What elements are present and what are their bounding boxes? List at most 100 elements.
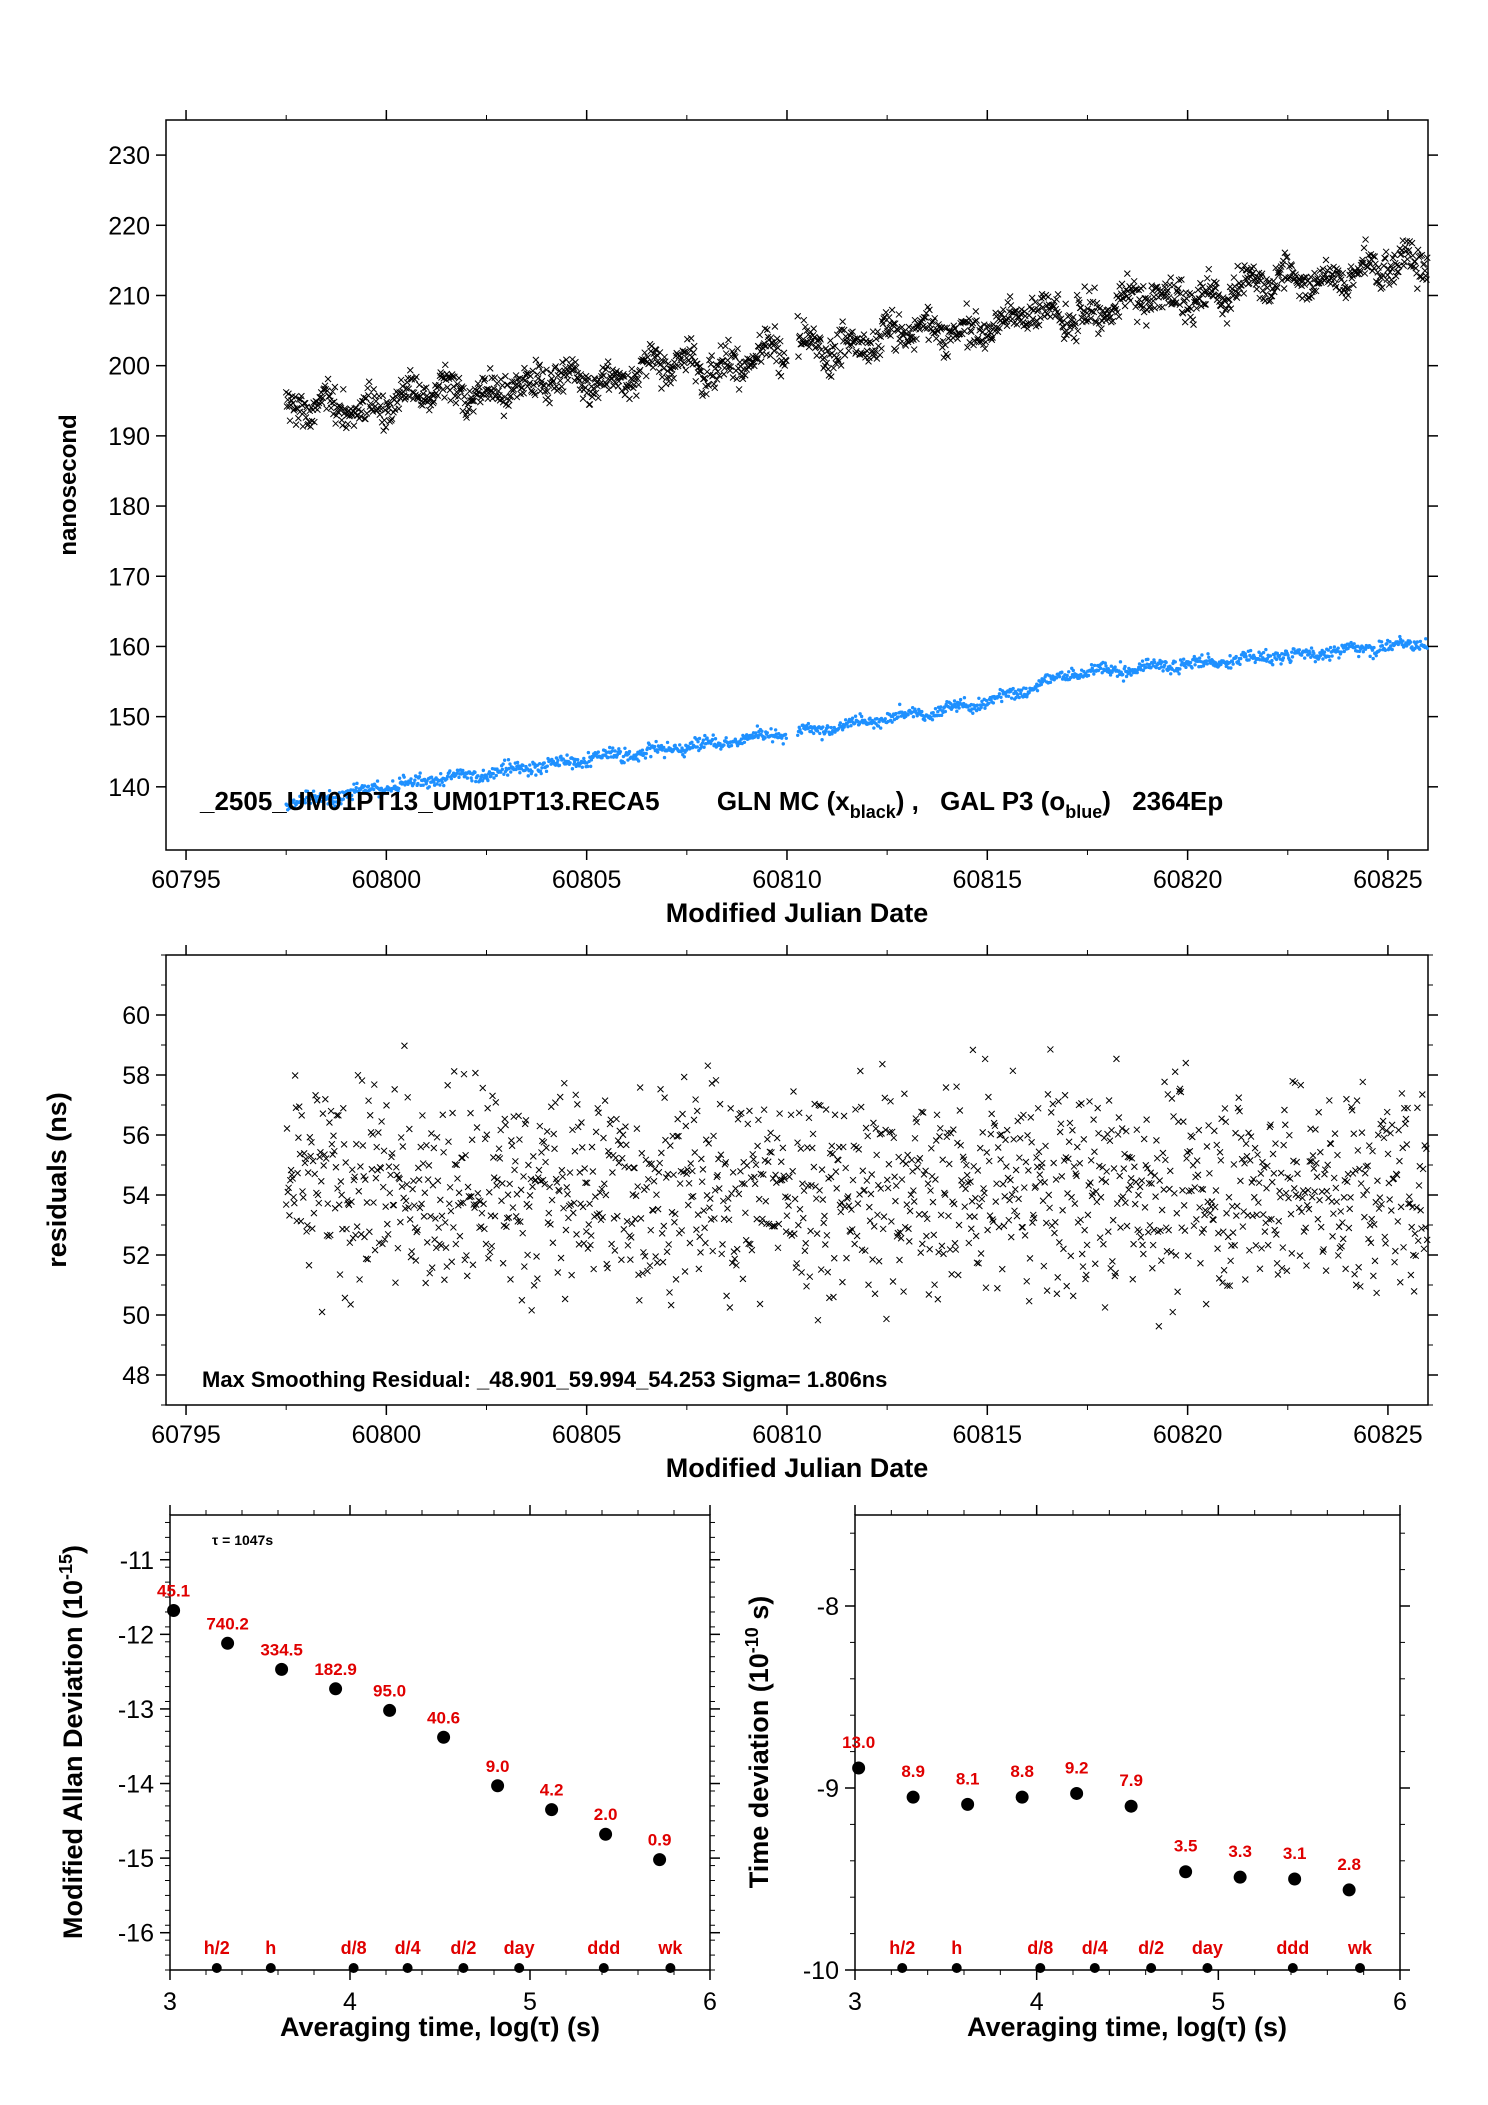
blue-point: [859, 714, 864, 719]
x-marker: [414, 392, 422, 400]
x-marker: [380, 427, 387, 434]
x-marker: [369, 1131, 376, 1138]
blue-point: [741, 733, 745, 738]
x-marker: [961, 327, 968, 335]
x-marker: [1114, 1131, 1122, 1138]
x-marker: [1054, 1273, 1062, 1281]
x-marker: [599, 1213, 606, 1221]
x-marker: [813, 1230, 821, 1237]
blue-point: [953, 702, 957, 707]
x-marker: [1171, 1189, 1178, 1197]
blue-point: [1247, 658, 1251, 662]
x-marker: [737, 1167, 744, 1175]
x-marker: [932, 1137, 940, 1144]
blue-point: [613, 749, 617, 753]
x-marker: [1261, 1228, 1269, 1235]
x-marker: [581, 384, 589, 391]
blue-point: [962, 696, 967, 700]
blue-point: [418, 771, 422, 775]
x-marker: [650, 1177, 658, 1185]
x-marker: [1090, 1116, 1097, 1123]
x-marker: [870, 1222, 878, 1230]
x-marker: [779, 1144, 787, 1152]
x-marker: [524, 1251, 531, 1259]
x-marker: [1117, 1224, 1124, 1231]
x-marker: [767, 1129, 774, 1137]
x-marker: [1120, 1165, 1128, 1172]
point-label: 7.9: [1119, 1771, 1143, 1790]
x-marker: [997, 1156, 1004, 1163]
x-marker: [422, 384, 430, 391]
x-marker: [1155, 1322, 1163, 1330]
x-marker: [787, 1111, 795, 1119]
blue-point: [1100, 671, 1104, 675]
x-marker: [481, 1225, 488, 1233]
x-marker: [584, 1245, 592, 1252]
x-marker: [440, 1148, 447, 1156]
x-marker: [659, 357, 667, 365]
x-marker: [1148, 1264, 1156, 1272]
x-marker: [1137, 1233, 1145, 1241]
x-marker: [764, 1135, 771, 1143]
x-marker: [805, 343, 813, 351]
x-marker: [611, 1247, 619, 1254]
x-marker: [1290, 1185, 1298, 1192]
x-marker: [506, 1180, 514, 1188]
x-marker: [757, 358, 765, 366]
blue-point: [530, 769, 534, 774]
x-marker: [1085, 287, 1093, 295]
x-marker: [531, 391, 539, 399]
x-marker: [697, 367, 705, 375]
x-marker: [1395, 1126, 1402, 1134]
x-marker: [283, 403, 291, 410]
x-marker: [610, 1214, 618, 1222]
x-marker: [311, 1170, 319, 1178]
x-marker: [800, 1187, 808, 1195]
blue-point: [929, 715, 933, 719]
blue-point: [1236, 659, 1241, 664]
x-marker: [535, 1166, 543, 1174]
blue-point: [1103, 661, 1107, 665]
x-marker: [792, 1264, 800, 1271]
blue-point: [1321, 657, 1325, 661]
x-marker: [1382, 255, 1389, 262]
blue-point: [1065, 673, 1069, 678]
blue-point: [1268, 654, 1273, 658]
blue-point: [417, 775, 422, 779]
x-marker: [947, 1129, 955, 1137]
x-marker: [343, 411, 351, 419]
x-marker: [684, 1201, 692, 1209]
x-marker: [1087, 315, 1095, 322]
blue-point: [826, 725, 830, 729]
x-marker: [882, 308, 890, 316]
x-marker: [712, 1076, 720, 1084]
blue-point: [319, 799, 323, 803]
x-marker: [785, 1202, 792, 1209]
blue-point: [781, 742, 785, 746]
x-marker: [590, 1265, 598, 1273]
x-marker: [712, 361, 720, 369]
x-marker: [1161, 1078, 1168, 1086]
x-marker: [290, 1193, 297, 1201]
x-marker: [543, 387, 551, 395]
blue-point: [821, 725, 825, 729]
interval-marker: [514, 1963, 525, 1973]
x-marker: [425, 406, 433, 414]
x-marker: [938, 1242, 946, 1250]
blue-point: [506, 758, 511, 762]
x-marker: [385, 1163, 393, 1170]
x-marker: [618, 1256, 625, 1264]
x-marker: [1252, 1242, 1260, 1249]
point-label: 3.3: [1228, 1842, 1252, 1861]
blue-point: [374, 791, 378, 795]
x-marker: [365, 391, 372, 399]
y-axis-label-end: ): [58, 1545, 88, 1554]
blue-point: [1169, 672, 1173, 676]
x-marker: [388, 415, 396, 423]
x-marker: [585, 374, 592, 382]
blue-point: [1190, 666, 1194, 670]
x-marker: [818, 1166, 826, 1173]
blue-point: [1173, 660, 1177, 664]
deviation-point: [1179, 1865, 1193, 1879]
